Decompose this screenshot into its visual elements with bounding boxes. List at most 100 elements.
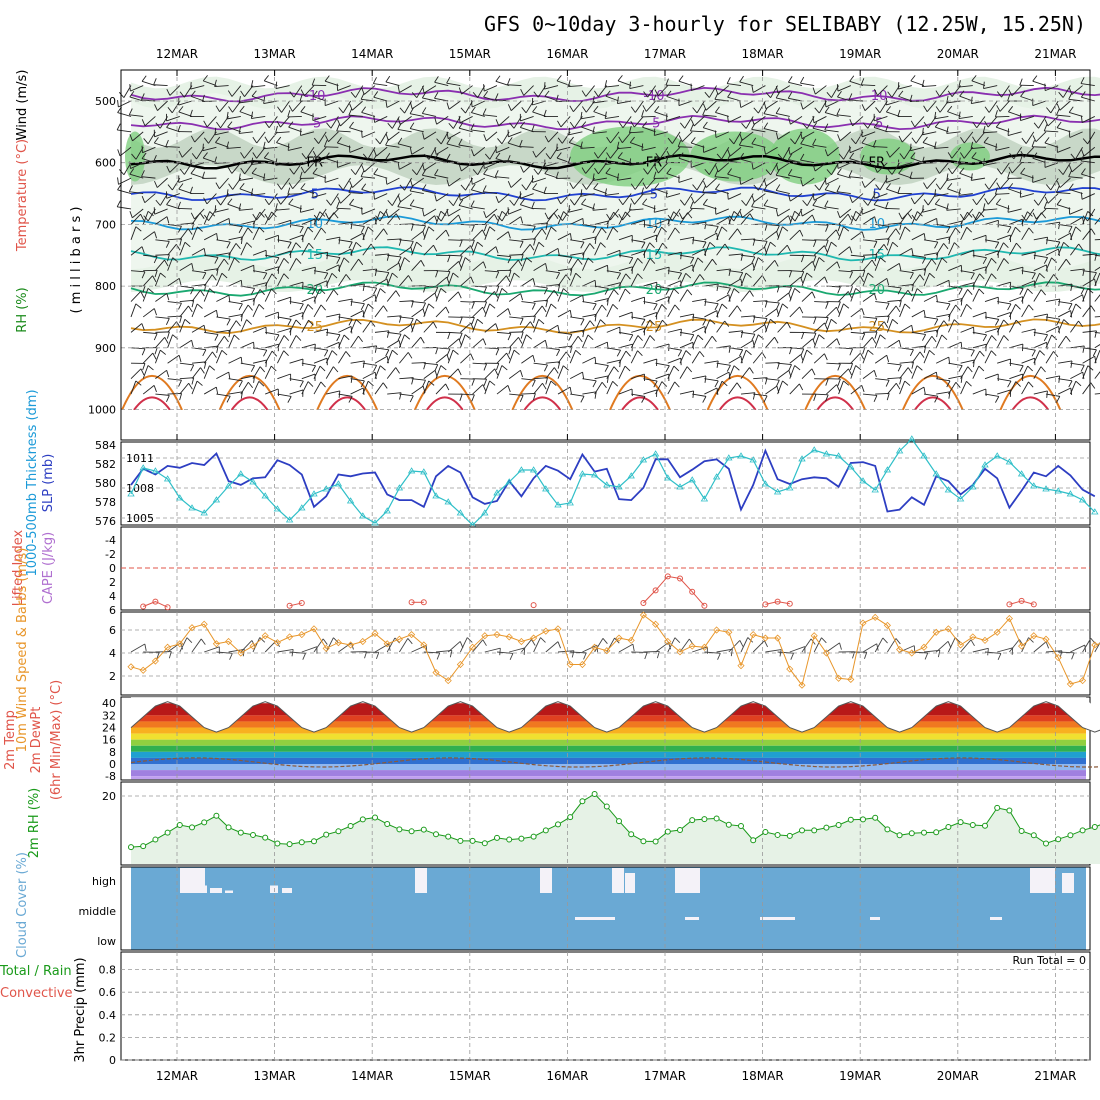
wind-barb: [789, 365, 801, 379]
wind-barb: [582, 391, 597, 399]
wind-barb: [740, 272, 752, 287]
barb-shaft: [667, 365, 675, 379]
barb-shaft: [132, 131, 144, 142]
barb-shaft: [655, 242, 663, 256]
barb-shaft: [167, 223, 182, 227]
barb-flag: [520, 89, 525, 96]
wind-barb: [130, 213, 145, 225]
barb-shaft: [361, 176, 376, 179]
barb-flag: [733, 288, 740, 294]
wind-barb: [300, 128, 315, 136]
date-label-top: 15MAR: [449, 47, 491, 61]
wind-barb: [618, 311, 633, 320]
wind-barb: [641, 187, 656, 195]
barb-shaft: [398, 334, 405, 348]
barb-flag: [653, 94, 657, 102]
barb-shaft: [520, 193, 534, 199]
wind-barb: [812, 199, 827, 210]
barb-flag: [703, 180, 707, 188]
barb-shaft: [814, 301, 829, 303]
barb-flag: [165, 241, 170, 248]
barb-flag: [227, 121, 233, 128]
wind-barb: [812, 85, 827, 95]
barb-flag: [712, 258, 717, 266]
wind-barb: [421, 91, 437, 102]
wind-barb: [460, 322, 474, 333]
wind-barb: [203, 193, 217, 205]
barb-shaft: [728, 330, 743, 333]
wind-barb: [631, 373, 645, 382]
barb-flag: [787, 153, 793, 160]
barb-flag: [239, 183, 245, 190]
wind-barb: [495, 152, 510, 164]
barb-shaft: [789, 193, 803, 202]
barb-shaft: [470, 129, 485, 133]
barb-flag: [592, 380, 597, 388]
wind-barb: [606, 270, 621, 280]
wind-barb: [678, 131, 693, 143]
barb-shaft: [289, 319, 297, 333]
barb-shaft: [618, 365, 626, 379]
wind-barb: [362, 345, 378, 353]
barb-shaft: [508, 272, 515, 287]
barb-shaft: [361, 208, 376, 215]
barb-flag: [483, 168, 488, 175]
wind-barb: [350, 232, 365, 241]
wind-barb: [533, 228, 547, 241]
barb-flag: [513, 272, 520, 278]
barb-flag: [775, 132, 779, 140]
barb-flag: [295, 258, 302, 264]
barb-shaft: [643, 223, 658, 228]
wind-barb: [228, 257, 240, 271]
wind-barb: [545, 248, 560, 256]
barb-shaft: [277, 273, 285, 287]
barb-shaft: [593, 188, 607, 194]
barb-flag: [653, 380, 658, 388]
barb-flag: [404, 257, 411, 263]
barb-flag: [226, 318, 231, 326]
barb-shaft: [423, 226, 430, 240]
barb-shaft: [643, 378, 658, 382]
barb-shaft: [740, 350, 747, 364]
barb-shaft: [130, 85, 144, 92]
wind-barb: [606, 289, 619, 302]
barb-shaft: [705, 100, 717, 111]
barb-shaft: [338, 274, 347, 287]
barb-flag: [604, 157, 607, 165]
barb-shaft: [814, 393, 829, 396]
wind-barb: [350, 319, 362, 333]
barb-flag: [343, 334, 350, 341]
wind-barb: [216, 252, 231, 260]
wind-barb: [557, 233, 572, 241]
barb-flag: [196, 380, 203, 386]
barb-shaft: [243, 146, 254, 159]
barb-flag: [288, 182, 294, 189]
barb-flag: [569, 199, 575, 206]
barb-shaft: [349, 127, 363, 133]
barb-flag: [507, 155, 511, 162]
barb-flag: [825, 240, 829, 247]
wind-barb: [777, 215, 792, 225]
barb-flag: [677, 272, 682, 280]
wind-barb: [289, 242, 302, 256]
barb-flag: [409, 179, 413, 187]
barb-shaft: [277, 327, 291, 333]
barb-shaft: [338, 239, 353, 243]
wind-barb: [385, 208, 400, 219]
wind-barb: [460, 353, 474, 364]
wind-barb: [191, 380, 203, 395]
wind-barb: [141, 145, 156, 154]
barb-shaft: [667, 251, 682, 256]
barb-shaft: [362, 243, 372, 256]
barb-flag: [411, 92, 418, 98]
barb-flag: [235, 243, 241, 250]
wind-barb: [618, 288, 631, 302]
barb-shaft: [289, 258, 297, 271]
barb-shaft: [618, 254, 633, 259]
barb-shaft: [324, 146, 339, 148]
barb-shaft: [485, 208, 498, 219]
barb-flag: [209, 288, 216, 294]
barb-shaft: [825, 177, 839, 185]
barb-shaft: [142, 231, 155, 241]
barb-shaft: [130, 270, 145, 273]
